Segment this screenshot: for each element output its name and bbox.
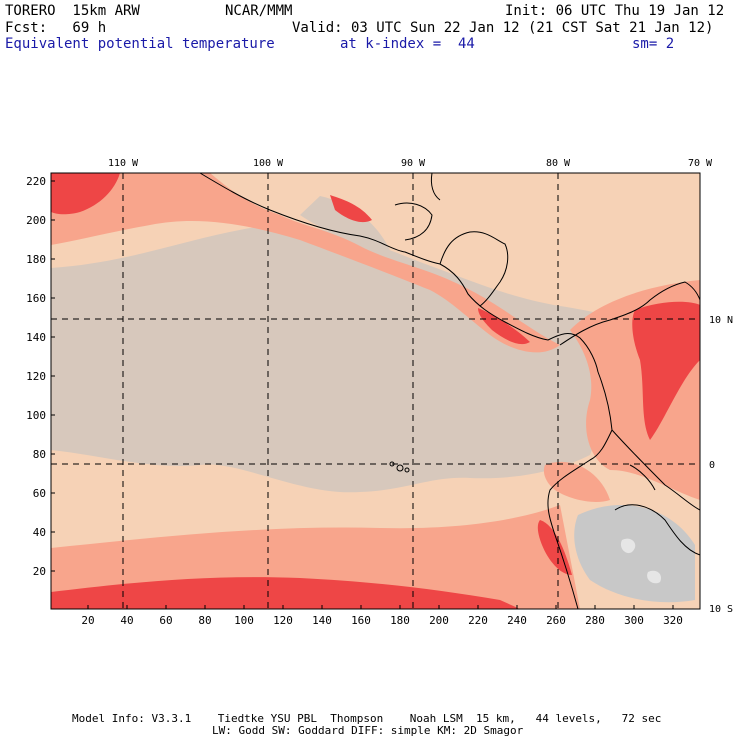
theta-e-light-region bbox=[574, 505, 695, 603]
theta-e-red-band bbox=[51, 577, 520, 609]
level-label: at k-index = 44 bbox=[340, 36, 475, 52]
axis-ticks bbox=[51, 180, 674, 609]
graticule bbox=[51, 173, 700, 609]
x-tick-label: 180 bbox=[390, 614, 410, 627]
center-label: NCAR/MMM bbox=[225, 3, 293, 19]
x-tick-label: 60 bbox=[159, 614, 172, 627]
x-tick-label: 220 bbox=[468, 614, 488, 627]
theta-e-salmon-region bbox=[543, 461, 610, 502]
x-tick-label: 120 bbox=[273, 614, 293, 627]
latitude-label: 10 N bbox=[709, 315, 733, 326]
y-tick-label: 180 bbox=[26, 253, 46, 266]
y-tick-label: 120 bbox=[26, 370, 46, 383]
init-time: Init: 06 UTC Thu 19 Jan 12 bbox=[505, 3, 725, 19]
x-tick-label: 100 bbox=[234, 614, 254, 627]
y-tick-label: 220 bbox=[26, 175, 46, 188]
y-tick-label: 60 bbox=[33, 487, 46, 500]
field-name: Equivalent potential temperature bbox=[5, 36, 275, 52]
y-tick-label: 140 bbox=[26, 331, 46, 344]
theta-e-salmon-region bbox=[51, 173, 560, 353]
x-tick-label: 40 bbox=[120, 614, 133, 627]
model-title: TORERO 15km ARW bbox=[5, 3, 140, 19]
theta-e-map: 20 40 60 80 100 120 140 160 180 200 220 … bbox=[26, 158, 733, 627]
valid-time: Valid: 03 UTC Sun 22 Jan 12 (21 CST Sat … bbox=[292, 20, 714, 36]
latitude-label: 10 S bbox=[709, 604, 733, 615]
map-frame bbox=[50, 172, 701, 610]
x-tick-label: 300 bbox=[624, 614, 644, 627]
smoothing-label: sm= 2 bbox=[632, 36, 675, 52]
model-info-line1: Model Info: V3.3.1 Tiedtke YSU PBL Thomp… bbox=[72, 712, 662, 725]
x-tick-label: 240 bbox=[507, 614, 527, 627]
y-tick-label: 160 bbox=[26, 292, 46, 305]
x-tick-label: 260 bbox=[546, 614, 566, 627]
theta-e-white-patch bbox=[620, 538, 662, 584]
theta-e-red-region bbox=[330, 195, 372, 223]
forecast-hour: Fcst: 69 h bbox=[5, 20, 107, 36]
map-panel: 20 40 60 80 100 120 140 160 180 200 220 … bbox=[26, 158, 733, 627]
x-tick-label: 320 bbox=[663, 614, 683, 627]
y-tick-label: 40 bbox=[33, 526, 46, 539]
latitude-label: 0 bbox=[709, 460, 715, 471]
coastlines bbox=[199, 172, 701, 610]
x-tick-label: 80 bbox=[198, 614, 211, 627]
theta-e-red-region bbox=[51, 173, 120, 215]
x-tick-label: 200 bbox=[429, 614, 449, 627]
x-tick-label: 160 bbox=[351, 614, 371, 627]
theta-e-red-region bbox=[632, 301, 700, 440]
theta-e-gray-region bbox=[51, 224, 650, 493]
longitude-label: 100 W bbox=[253, 158, 284, 169]
y-tick-label: 200 bbox=[26, 214, 46, 227]
theta-e-gray-region bbox=[300, 196, 390, 250]
y-tick-label: 20 bbox=[33, 565, 46, 578]
x-tick-label: 280 bbox=[585, 614, 605, 627]
model-info-line2: LW: Godd SW: Goddard DIFF: simple KM: 2D… bbox=[212, 724, 524, 737]
longitude-label: 70 W bbox=[688, 158, 713, 169]
x-tick-label: 20 bbox=[81, 614, 94, 627]
longitude-label: 80 W bbox=[546, 158, 571, 169]
longitude-label: 90 W bbox=[401, 158, 426, 169]
y-tick-label: 80 bbox=[33, 448, 46, 461]
x-tick-label: 140 bbox=[312, 614, 332, 627]
longitude-label: 110 W bbox=[108, 158, 139, 169]
theta-e-red-region bbox=[478, 308, 530, 345]
y-tick-label: 100 bbox=[26, 409, 46, 422]
